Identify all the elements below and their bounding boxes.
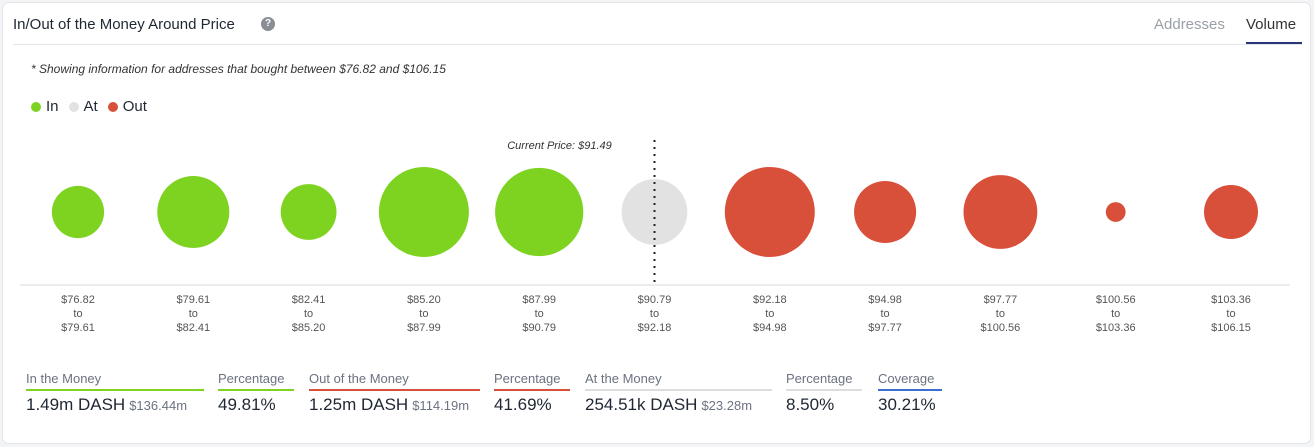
x-tick-label-to: $85.20 xyxy=(292,322,326,334)
current-price-label: Current Price: $91.49 xyxy=(507,140,612,152)
x-tick-label-from: $103.36 xyxy=(1211,294,1251,306)
range-note: * Showing information for addresses that… xyxy=(31,62,446,76)
x-tick-label-from: $76.82 xyxy=(61,294,95,306)
bubble-out[interactable] xyxy=(1204,185,1258,239)
x-tick-label-to-word: to xyxy=(535,308,544,320)
bubble-in[interactable] xyxy=(495,167,584,257)
stat-value: 254.51k DASH xyxy=(585,395,698,414)
legend-label: Out xyxy=(122,98,147,115)
stat-label: Percentage xyxy=(786,371,862,391)
stat-label: In the Money xyxy=(26,371,204,391)
x-tick-label-from: $92.18 xyxy=(753,294,787,306)
x-tick-label-to-word: to xyxy=(189,308,198,320)
x-tick-label-to: $87.99 xyxy=(407,322,441,334)
x-tick-label-to-word: to xyxy=(1111,308,1120,320)
active-tab-underline xyxy=(1246,42,1302,44)
bubble-in[interactable] xyxy=(280,184,337,240)
stat-sub-value: $136.44m xyxy=(129,398,188,413)
tab-volume[interactable]: Volume xyxy=(1246,16,1297,33)
x-tick-label-to-word: to xyxy=(1226,308,1235,320)
bubble-out[interactable] xyxy=(724,167,815,257)
stat-label: Coverage xyxy=(878,371,942,391)
x-tick-label-to-word: to xyxy=(650,308,659,320)
x-tick-label-to: $82.41 xyxy=(176,322,210,334)
bubble-in[interactable] xyxy=(157,176,230,248)
x-tick-label-to: $79.61 xyxy=(61,322,95,334)
x-tick-label-to: $103.36 xyxy=(1096,322,1136,334)
tab-addresses[interactable]: Addresses xyxy=(1154,16,1225,33)
out-dot-icon xyxy=(107,101,118,112)
header-divider xyxy=(13,44,1302,45)
stat-in-percentage: Percentage 49.81% xyxy=(218,371,294,415)
question-circle-icon[interactable]: ? xyxy=(261,17,275,31)
legend: In At Out xyxy=(31,98,147,115)
bubble-in[interactable] xyxy=(51,185,105,239)
stat-value: 1.25m DASH xyxy=(309,395,409,414)
legend-item-out: Out xyxy=(107,98,147,115)
x-tick-label-to-word: to xyxy=(765,308,774,320)
legend-label: At xyxy=(83,98,98,115)
x-tick-label-from: $82.41 xyxy=(292,294,326,306)
stat-sub-value: $114.19m xyxy=(412,398,470,413)
x-tick-label-from: $94.98 xyxy=(868,294,902,306)
x-tick-label-from: $85.20 xyxy=(407,294,441,306)
in-dot-icon xyxy=(31,101,41,112)
x-tick-label-to-word: to xyxy=(881,308,890,320)
stat-out-percentage: Percentage 41.69% xyxy=(494,371,570,415)
x-tick-label-to-word: to xyxy=(419,308,428,320)
at-dot-icon xyxy=(68,101,79,112)
bubble-out[interactable] xyxy=(963,175,1038,249)
x-tick-label-from: $97.77 xyxy=(984,294,1018,306)
x-tick-label-to-word: to xyxy=(73,308,82,320)
bubble-chart: Current Price: $91.49 $76.82 to $79.61 $79.… xyxy=(20,140,1290,334)
stat-value: 30.21% xyxy=(878,395,936,414)
x-tick-label-from: $79.61 xyxy=(176,294,210,306)
x-tick-label-from: $90.79 xyxy=(638,294,672,306)
stat-label: At the Money xyxy=(585,371,772,391)
legend-item-at: At xyxy=(68,98,98,115)
stat-value: 49.81% xyxy=(218,395,276,414)
bubble-in[interactable] xyxy=(378,167,469,257)
x-tick-label-to: $94.98 xyxy=(753,322,787,334)
stat-in-the-money: In the Money 1.49m DASH $136.44m xyxy=(26,371,204,415)
x-tick-label-to: $97.77 xyxy=(868,322,902,334)
x-tick-label-from: $100.56 xyxy=(1096,294,1136,306)
stat-value: 8.50% xyxy=(786,395,835,414)
bubble-out[interactable] xyxy=(854,180,917,244)
stat-value: 41.69% xyxy=(494,395,552,414)
stat-label: Percentage xyxy=(218,371,294,391)
x-tick-label-to-word: to xyxy=(996,308,1005,320)
x-tick-label-to: $92.18 xyxy=(638,322,672,334)
stat-label: Out of the Money xyxy=(309,371,480,391)
stat-at-the-money: At the Money 254.51k DASH $23.28m xyxy=(585,371,772,415)
legend-label: In xyxy=(46,98,59,115)
stat-at-percentage: Percentage 8.50% xyxy=(786,371,862,415)
card-title: In/Out of the Money Around Price xyxy=(13,16,235,33)
stat-out-of-the-money: Out of the Money 1.25m DASH $114.19m xyxy=(309,371,480,415)
stat-sub-value: $23.28m xyxy=(701,398,753,413)
stat-value: 1.49m DASH xyxy=(26,395,126,414)
x-tick-label-to: $90.79 xyxy=(522,322,556,334)
x-tick-label-to: $106.15 xyxy=(1211,322,1251,334)
x-tick-label-to-word: to xyxy=(304,308,313,320)
stat-coverage: Coverage 30.21% xyxy=(878,371,942,415)
x-tick-label-to: $100.56 xyxy=(981,322,1021,334)
legend-item-in: In xyxy=(31,98,59,115)
stat-label: Percentage xyxy=(494,371,570,391)
x-tick-label-from: $87.99 xyxy=(522,294,556,306)
bubble-out[interactable] xyxy=(1105,202,1126,222)
